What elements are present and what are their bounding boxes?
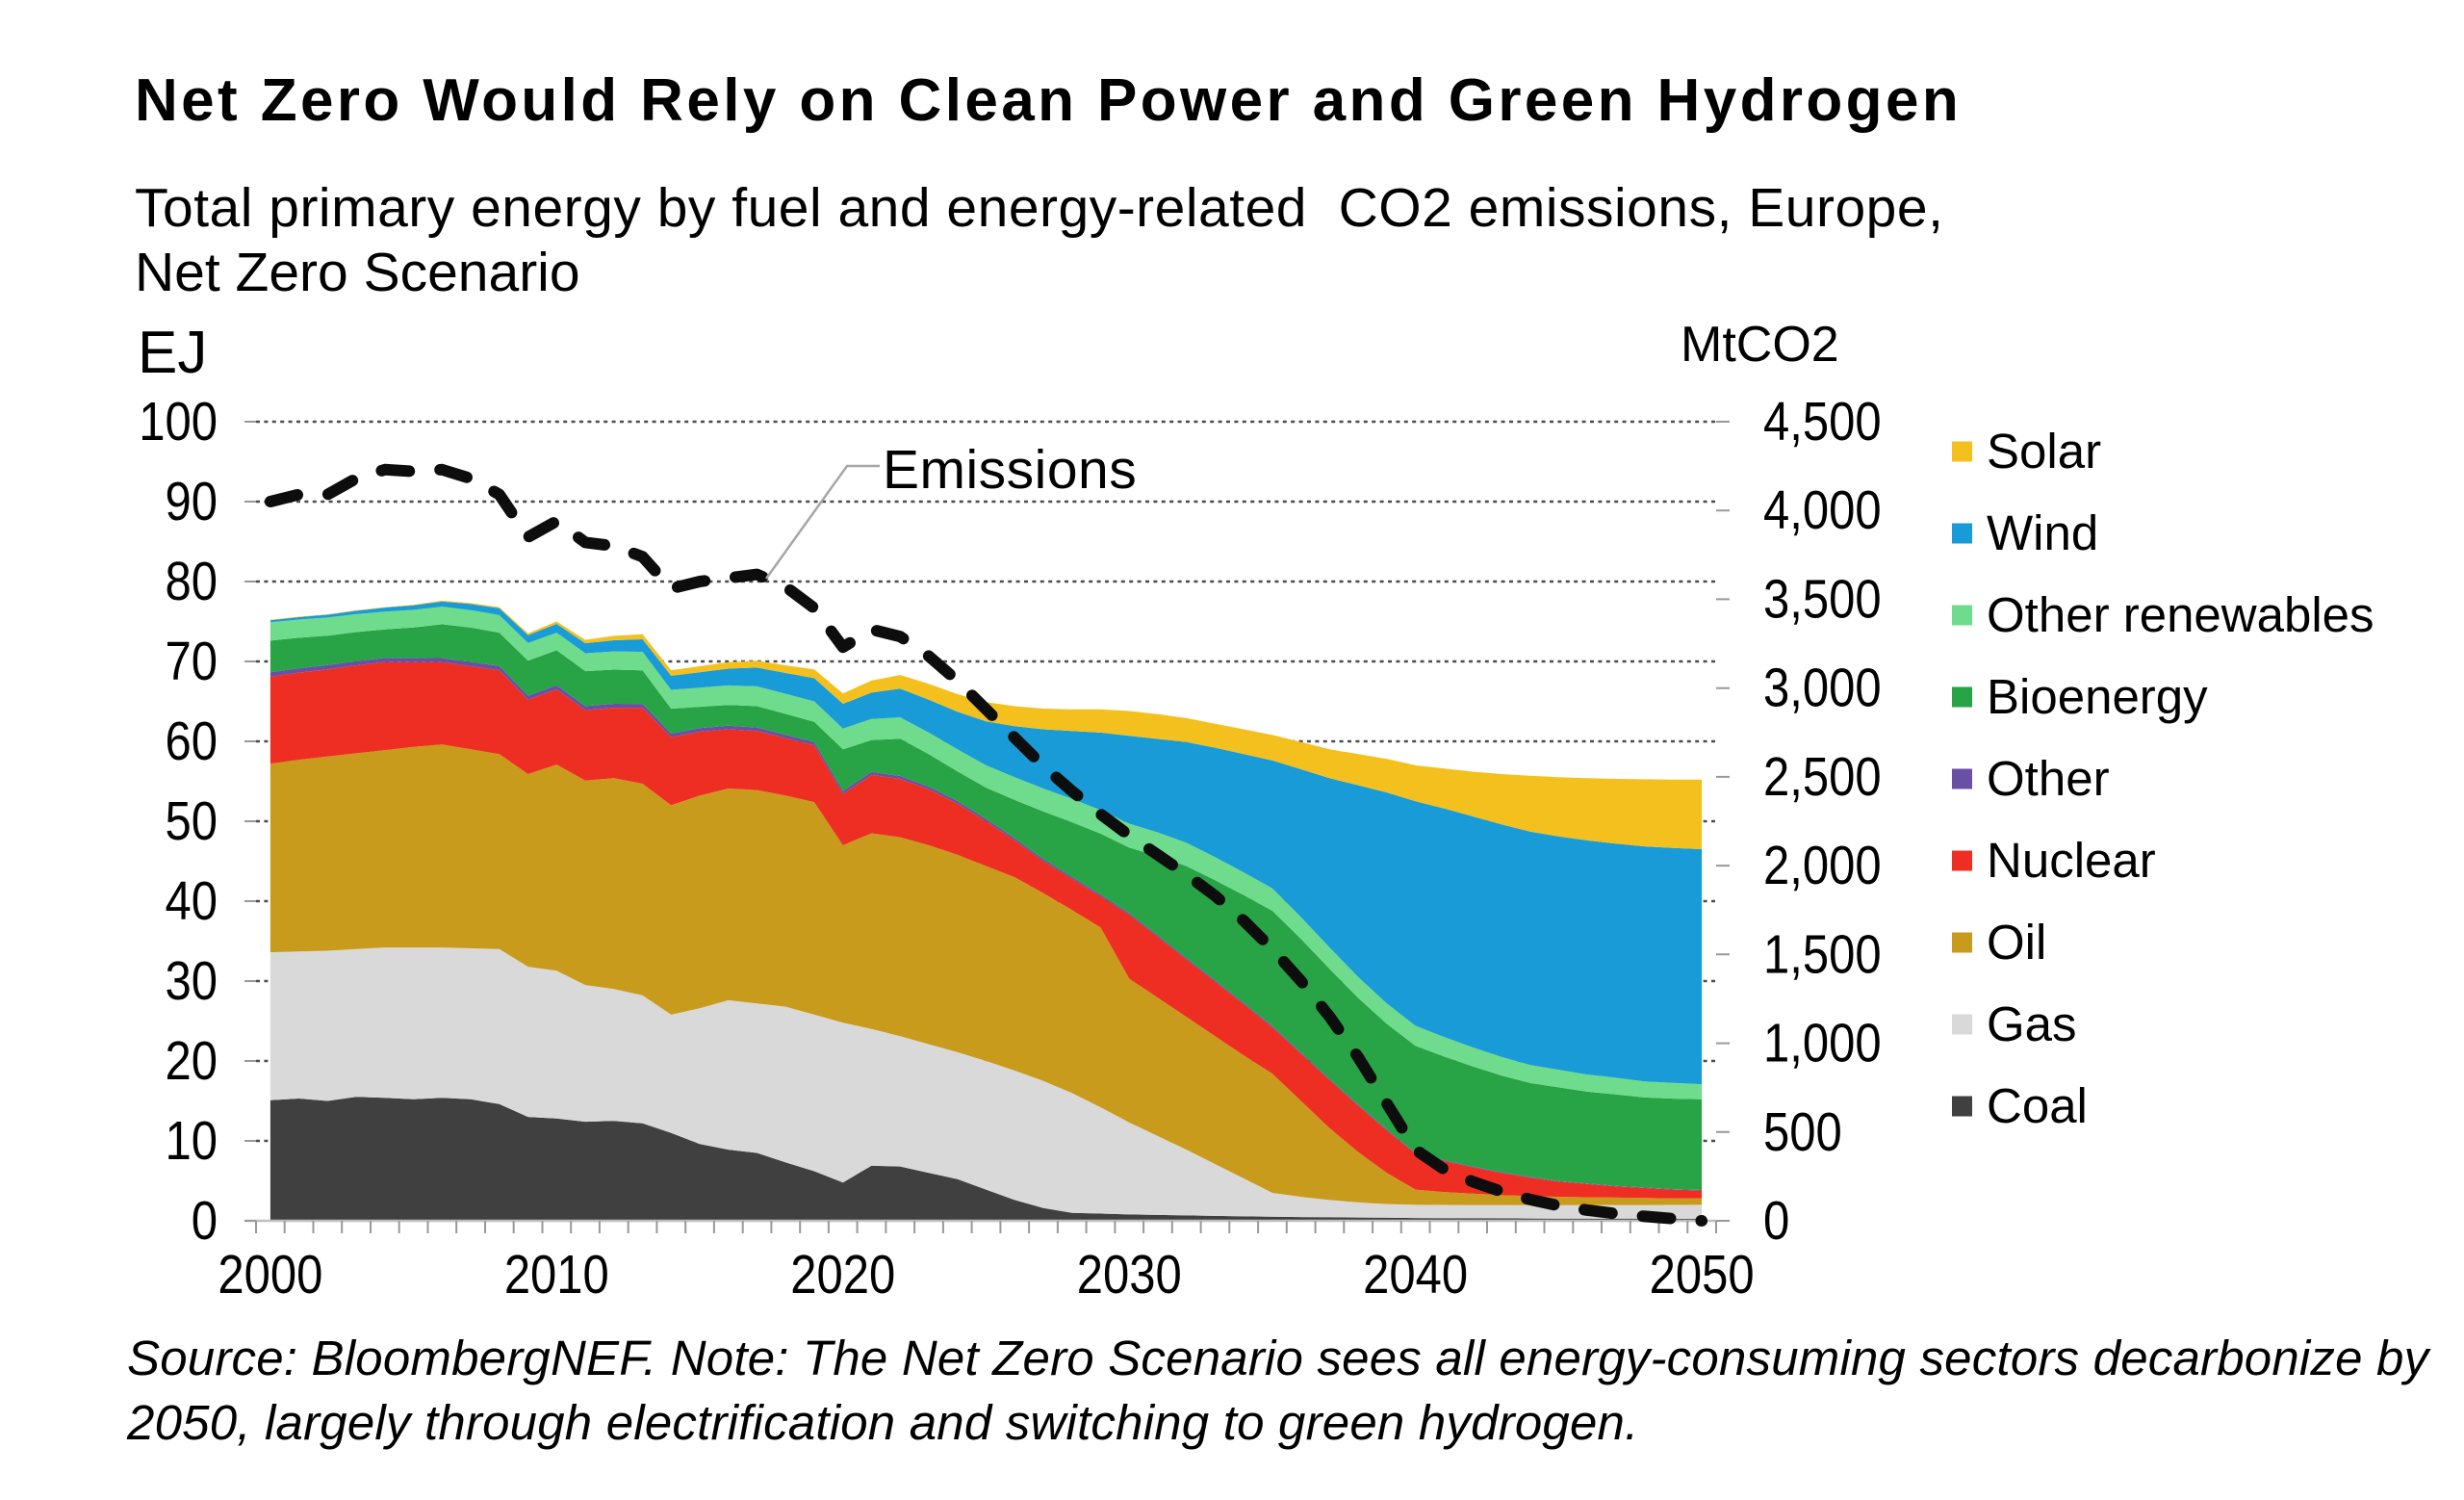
svg-text:Oil: Oil [1987,915,2046,970]
svg-text:2040: 2040 [1363,1244,1468,1306]
svg-text:2050: 2050 [1650,1244,1755,1306]
svg-text:Coal: Coal [1987,1078,2088,1133]
svg-text:Other: Other [1987,751,2110,806]
svg-text:Total primary energy by fuel a: Total primary energy by fuel and energy-… [135,177,1943,239]
svg-text:2010: 2010 [504,1244,609,1306]
svg-text:EJ: EJ [138,320,207,386]
svg-text:Net Zero Would Rely on Clean P: Net Zero Would Rely on Clean Power and G… [135,67,1962,134]
svg-text:20: 20 [166,1030,218,1092]
svg-text:Net Zero Scenario: Net Zero Scenario [135,242,580,303]
svg-text:60: 60 [166,711,218,772]
svg-text:100: 100 [139,391,218,453]
svg-text:70: 70 [166,631,218,692]
svg-text:2050, largely through electrif: 2050, largely through electrification an… [126,1395,1638,1450]
svg-text:1,000: 1,000 [1763,1013,1882,1074]
svg-text:10: 10 [166,1110,218,1172]
svg-text:Wind: Wind [1987,505,2098,560]
svg-text:2,000: 2,000 [1763,835,1882,896]
svg-text:2030: 2030 [1077,1244,1182,1306]
svg-text:Gas: Gas [1987,996,2077,1051]
svg-text:Bioenergy: Bioenergy [1987,669,2208,724]
svg-text:1,500: 1,500 [1763,923,1882,985]
svg-text:0: 0 [1763,1190,1789,1252]
svg-text:3,500: 3,500 [1763,568,1882,630]
svg-text:40: 40 [166,870,218,932]
svg-text:Emissions: Emissions [883,439,1137,501]
svg-text:4,000: 4,000 [1763,479,1882,541]
svg-text:Solar: Solar [1987,424,2101,478]
svg-text:50: 50 [166,790,218,852]
svg-text:2000: 2000 [218,1244,322,1306]
svg-text:80: 80 [166,551,218,612]
svg-text:2,500: 2,500 [1763,746,1882,808]
svg-text:Source: BloombergNEF. Note: Th: Source: BloombergNEF. Note: The Net Zero… [127,1331,2432,1385]
svg-text:30: 30 [166,950,218,1012]
svg-text:90: 90 [166,471,218,532]
svg-text:4,500: 4,500 [1763,391,1882,453]
svg-text:MtCO2: MtCO2 [1681,317,1839,373]
svg-text:Other renewables: Other renewables [1987,587,2374,642]
svg-text:0: 0 [192,1190,218,1252]
svg-text:Nuclear: Nuclear [1987,833,2156,888]
svg-text:3,000: 3,000 [1763,658,1882,719]
svg-text:500: 500 [1763,1101,1842,1163]
svg-text:2020: 2020 [790,1244,895,1306]
